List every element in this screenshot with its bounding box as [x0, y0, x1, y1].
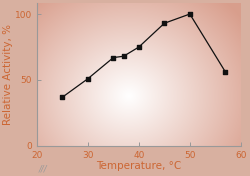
Point — [188, 13, 192, 15]
Point — [162, 22, 166, 25]
Text: ///: /// — [39, 164, 48, 173]
Point — [122, 55, 126, 58]
Y-axis label: Relative Activity, %: Relative Activity, % — [4, 24, 14, 125]
Point — [60, 96, 64, 99]
Point — [86, 77, 90, 80]
Point — [137, 46, 141, 48]
X-axis label: Temperature, °C: Temperature, °C — [96, 161, 182, 171]
Point — [112, 56, 116, 59]
Point — [224, 71, 228, 74]
